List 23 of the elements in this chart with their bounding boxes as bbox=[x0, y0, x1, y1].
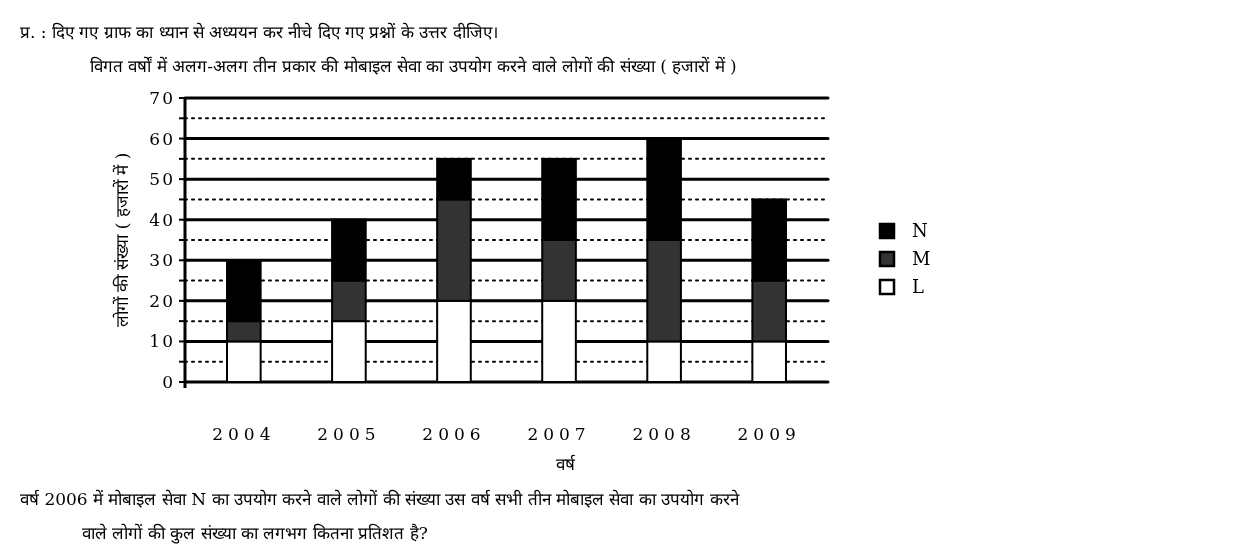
x-axis-title: वर्ष bbox=[555, 454, 576, 474]
y-tick-label: 50 bbox=[149, 169, 175, 190]
y-tick-label: 40 bbox=[149, 209, 175, 230]
legend-label: L bbox=[912, 276, 924, 298]
chart-title: प्र. : दिए गए ग्राफ का ध्यान से अध्ययन कर नीचे दिए गए प्रश्नों के उत्तर दीजिए। bbox=[20, 22, 498, 42]
x-tick-label: 2006 bbox=[422, 424, 486, 444]
x-tick-label: 2007 bbox=[527, 424, 591, 444]
x-tick-label: 2008 bbox=[632, 424, 696, 444]
y-tick-label: 0 bbox=[162, 371, 175, 392]
text: वर्ष 2006 में मोबाइल सेवा N का उपयोग करने वाले लोगों की संख्या उस वर्ष सभी तीन मोबाइल सेवा का उपयोग करने bbox=[20, 489, 740, 509]
y-tick-label: 10 bbox=[149, 331, 175, 352]
y-tick-label: 20 bbox=[149, 290, 175, 311]
legend-label: N bbox=[912, 220, 928, 242]
y-tick-label: 60 bbox=[149, 128, 175, 149]
legend-label: M bbox=[912, 248, 931, 270]
x-tick-label: 2005 bbox=[317, 424, 381, 444]
x-tick-label: 2004 bbox=[212, 424, 276, 444]
chart-subtitle: विगत वर्षों में अलग-अलग तीन प्रकार की मोबाइल सेवा का उपयोग करने वाले लोगों की संख्या ( हजारों में ) bbox=[90, 56, 737, 76]
x-tick-label: 2009 bbox=[737, 424, 801, 444]
y-tick-label: 70 bbox=[149, 87, 175, 108]
text: वाले लोगों की कुल संख्या का लगभग कितना प्रतिशत है? bbox=[82, 523, 428, 544]
y-tick-label: 30 bbox=[149, 250, 175, 271]
y-axis-title: लोगों की संख्या ( हजारों में ) bbox=[112, 152, 132, 328]
